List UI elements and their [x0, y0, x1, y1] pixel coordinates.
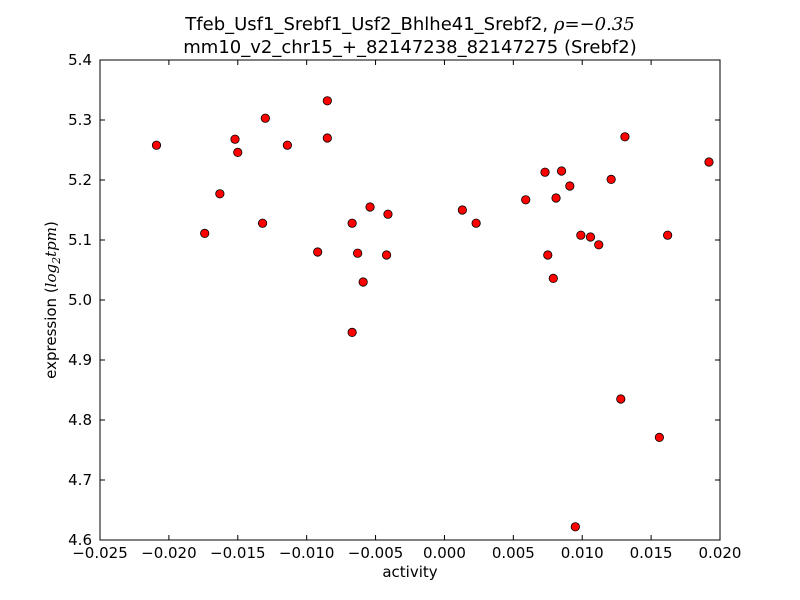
y-label-suffix: ) [42, 221, 60, 227]
data-point [353, 248, 363, 258]
data-point [282, 140, 292, 150]
data-point [457, 205, 467, 215]
x-tick-label: 0.020 [699, 544, 742, 562]
x-axis-ticks: −0.025 −0.020 −0.015 −0.010 −0.005 0.000 0.005… [72, 60, 741, 562]
data-point [704, 157, 714, 167]
data-point [576, 230, 586, 240]
y-tick-label: 5.0 [68, 291, 92, 309]
data-point [233, 147, 243, 157]
chart-title-line2: mm10_v2_chr15_+_82147238_82147275 (Srebf… [183, 37, 637, 58]
data-point [215, 189, 225, 199]
title-rho-symbol: ρ [553, 14, 565, 35]
x-tick-label: 0.010 [561, 544, 604, 562]
data-point [548, 273, 558, 283]
chart-title-line1: Tfeb_Usf1_Srebf1_Usf2_Bhlhe41_Srebf2, ρ=… [184, 14, 634, 35]
data-point [151, 140, 162, 150]
y-tick-label: 5.4 [68, 51, 92, 69]
data-point [654, 432, 664, 442]
data-point [565, 181, 575, 191]
y-axis-label: expression (log2tpm) [42, 221, 63, 379]
data-point [365, 202, 375, 212]
y-tick-label: 5.3 [68, 111, 92, 129]
y-tick-label: 4.9 [68, 351, 92, 369]
y-label-subscript: 2 [50, 257, 63, 265]
x-tick-label: −0.005 [348, 544, 404, 562]
data-point [616, 394, 626, 404]
x-tick-label: −0.015 [210, 544, 266, 562]
data-point [257, 218, 268, 228]
title-rho-value: =−0.35 [564, 14, 634, 35]
x-tick-label: 0.015 [630, 544, 673, 562]
data-point [540, 167, 550, 177]
data-point [585, 232, 596, 242]
y-axis-ticks: 4.6 4.7 4.8 4.9 5.0 5.1 5.2 5.3 5.4 [68, 51, 720, 549]
data-point [347, 327, 357, 337]
y-label-prefix: expression ( [42, 287, 60, 379]
data-point [358, 277, 368, 287]
data-point [381, 250, 392, 260]
data-point [551, 193, 561, 203]
data-point [347, 218, 357, 228]
data-point [322, 96, 332, 106]
x-tick-label: −0.010 [279, 544, 335, 562]
y-tick-label: 5.2 [68, 171, 92, 189]
data-points [151, 96, 714, 532]
data-point [620, 132, 630, 142]
data-point [313, 247, 323, 257]
data-point [260, 113, 270, 123]
data-point [543, 250, 553, 260]
data-point [606, 174, 616, 184]
x-tick-label: 0.000 [423, 544, 466, 562]
data-point [383, 209, 393, 219]
data-point [594, 240, 604, 250]
y-tick-label: 4.7 [68, 471, 92, 489]
title-line1-prefix: Tfeb_Usf1_Srebf1_Usf2_Bhlhe41_Srebf2, [184, 14, 554, 35]
plot-area [99, 59, 721, 541]
data-point [521, 195, 531, 205]
data-point [322, 133, 332, 143]
x-tick-label: 0.005 [492, 544, 535, 562]
x-axis-label: activity [382, 563, 437, 581]
y-label-tpm: tpm [42, 227, 60, 257]
y-label-log: log [42, 264, 60, 287]
data-point [471, 218, 481, 228]
data-point [200, 228, 210, 238]
data-point [663, 230, 673, 240]
y-tick-label: 4.8 [68, 411, 92, 429]
data-point [230, 134, 240, 144]
data-point [556, 166, 567, 176]
x-tick-label: −0.025 [72, 544, 128, 562]
data-point [570, 522, 580, 532]
x-tick-label: −0.020 [141, 544, 197, 562]
y-tick-label: 4.6 [68, 531, 92, 549]
y-tick-label: 5.1 [68, 231, 92, 249]
